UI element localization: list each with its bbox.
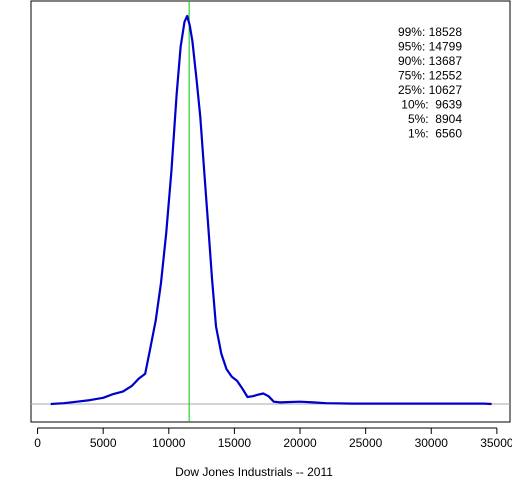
percentile-annotation: 25%: 10627 <box>398 83 462 97</box>
plot-frame <box>30 0 511 423</box>
x-tick-label: 25000 <box>349 436 383 450</box>
percentile-annotation: 1%: 6560 <box>408 127 462 141</box>
x-axis-label: Dow Jones Industrials -- 2011 <box>175 465 333 479</box>
percentile-annotation: 95%: 14799 <box>398 40 462 54</box>
x-tick-label: 5000 <box>90 436 117 450</box>
percentile-annotation: 99%: 18528 <box>398 25 462 39</box>
x-tick-label: 10000 <box>152 436 186 450</box>
x-tick-label: 30000 <box>415 436 449 450</box>
percentile-annotation: 5%: 8904 <box>408 112 462 126</box>
percentile-annotation: 90%: 13687 <box>398 54 462 68</box>
percentile-annotation: 75%: 12552 <box>398 69 462 83</box>
x-tick-label: 20000 <box>283 436 317 450</box>
percentile-annotation: 10%: 9639 <box>401 98 462 112</box>
x-tick-label: 35000 <box>480 436 512 450</box>
x-tick-label: 0 <box>34 436 41 450</box>
x-tick-label: 15000 <box>218 436 252 450</box>
density-curve <box>50 14 492 406</box>
